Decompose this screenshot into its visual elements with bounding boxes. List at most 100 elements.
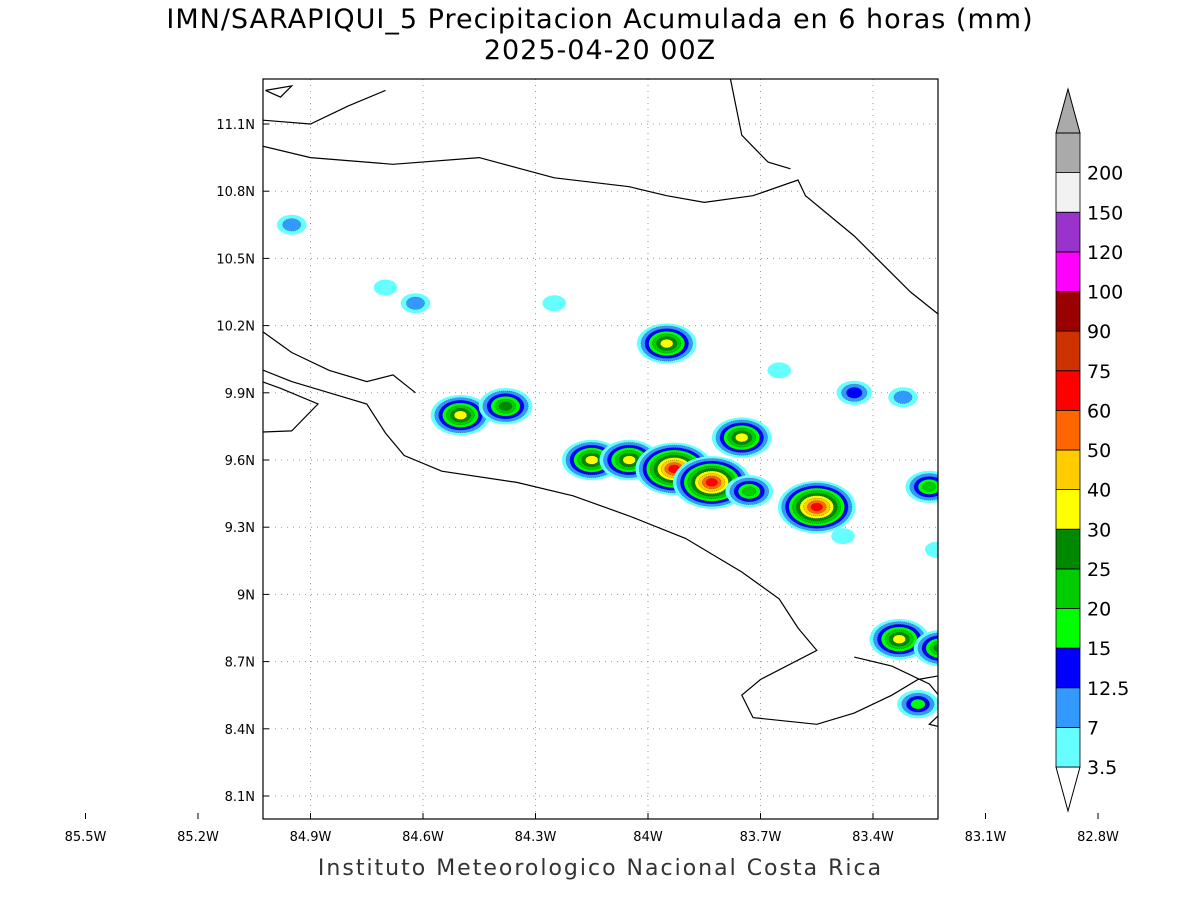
x-tick-label: 85.5W xyxy=(65,830,107,845)
precip-contour xyxy=(946,693,972,710)
y-tick-label: 9N xyxy=(237,588,255,603)
precip-contour xyxy=(929,640,938,656)
island-outline xyxy=(168,337,206,348)
island-outline xyxy=(265,84,294,98)
precip-contour xyxy=(831,528,855,545)
precip-contour xyxy=(705,478,718,487)
precip-contour xyxy=(454,410,468,420)
x-tick-label: 83.1W xyxy=(965,830,1007,845)
precip-contour xyxy=(1136,657,1188,692)
colorbar-swatch xyxy=(1055,608,1081,649)
precip-cell xyxy=(941,690,977,714)
precip-contour xyxy=(742,486,757,497)
precip-cell xyxy=(373,279,398,296)
precip-contour xyxy=(1136,547,1158,562)
precip-cell xyxy=(831,528,855,545)
precip-contour xyxy=(1024,637,1044,651)
x-tick-label: 85.2W xyxy=(177,830,219,845)
coastline-segment xyxy=(263,381,320,433)
precip-contour xyxy=(960,486,996,510)
precip-cell xyxy=(1178,603,1200,631)
precip-contour xyxy=(966,630,1021,667)
x-tick-label: 84.9W xyxy=(290,830,332,845)
precip-cell xyxy=(1132,655,1192,695)
coastline-segment xyxy=(263,369,938,725)
precip-contour xyxy=(1020,634,1048,653)
colorbar-label: 100 xyxy=(1087,282,1123,304)
precip-contour xyxy=(892,634,906,644)
precip-contour xyxy=(951,697,967,708)
precip-cell xyxy=(542,295,567,312)
precip-contour xyxy=(968,491,988,505)
map-subtitle: 2025-04-20 00Z xyxy=(483,35,717,66)
footer-credit: Instituto Meteorologico Nacional Costa R… xyxy=(317,856,884,881)
precip-contour xyxy=(373,279,398,296)
colorbar-swatch xyxy=(1055,291,1081,332)
precip-cell xyxy=(711,417,772,458)
precip-contour xyxy=(964,488,992,507)
y-tick-label: 10.5N xyxy=(216,252,255,267)
map-frame xyxy=(262,78,939,820)
colorbar-swatch xyxy=(1055,370,1081,411)
colorbar-label: 60 xyxy=(1087,400,1111,422)
precip-contour xyxy=(1152,668,1172,682)
precip-cell xyxy=(276,214,307,235)
colorbar-label: 30 xyxy=(1087,519,1111,541)
precip-contour xyxy=(973,634,1013,661)
precip-contour xyxy=(951,620,1035,677)
coastline-segment xyxy=(729,79,791,170)
precip-contour xyxy=(149,134,173,150)
precip-contour xyxy=(622,455,636,465)
precip-contour xyxy=(972,494,985,503)
colorbar-swatch xyxy=(1055,528,1081,570)
precip-contour xyxy=(941,555,971,575)
colorbar-swatch xyxy=(1055,211,1081,253)
precip-contour xyxy=(941,690,977,714)
colorbar-label: 7 xyxy=(1087,717,1099,739)
coastline-segment xyxy=(263,331,416,394)
precip-cell xyxy=(924,541,938,558)
colorbar-label: 50 xyxy=(1087,440,1111,462)
precip-contour xyxy=(29,331,53,347)
precip-contour xyxy=(910,699,926,710)
x-tick-label: 83.4W xyxy=(852,830,894,845)
colorbar-label: 15 xyxy=(1087,638,1111,660)
precip-contour xyxy=(1155,671,1168,680)
precip-contour xyxy=(1192,612,1200,622)
precipitation-layer xyxy=(29,134,1200,719)
precip-contour xyxy=(955,622,1031,674)
precip-contour xyxy=(498,401,513,411)
colorbar-label: 200 xyxy=(1087,163,1123,185)
colorbar: 3.5 7 12.5 15 20 25 30 40 50 60 75 90 100 120 150 200 xyxy=(1055,87,1129,813)
y-tick-label: 11.1N xyxy=(216,118,255,133)
y-tick-label: 8.7N xyxy=(225,656,255,671)
precip-contour xyxy=(991,495,1033,523)
precip-contour xyxy=(1016,631,1052,655)
colorbar-swatch xyxy=(1055,568,1081,609)
y-tick-label: 8.4N xyxy=(225,723,255,738)
precip-contour xyxy=(924,541,938,558)
precip-cell xyxy=(1123,538,1171,570)
colorbar-label: 120 xyxy=(1087,242,1123,264)
precip-contour xyxy=(1000,501,1023,517)
precip-contour xyxy=(962,627,1024,669)
precip-contour xyxy=(1132,655,1192,695)
precip-contour xyxy=(282,218,302,232)
coastline-segment xyxy=(854,656,938,728)
precip-contour xyxy=(1005,504,1019,514)
precip-contour xyxy=(735,433,749,443)
precip-cell xyxy=(149,134,173,150)
y-tick-label: 10.2N xyxy=(216,320,255,335)
precip-contour xyxy=(969,632,1017,664)
precip-cell xyxy=(991,495,1033,523)
y-tick-label: 8.1N xyxy=(225,790,255,805)
precip-contour xyxy=(987,644,999,652)
map-title: IMN/SARAPIQUI_5 Precipitacion Acumulada … xyxy=(166,4,1034,35)
x-tick-label: 83.7W xyxy=(740,830,782,845)
precip-cell xyxy=(478,388,533,425)
precip-cell xyxy=(400,293,431,314)
precip-contour xyxy=(767,362,792,379)
precip-cell xyxy=(777,480,856,534)
colorbar-swatch xyxy=(1055,132,1081,173)
